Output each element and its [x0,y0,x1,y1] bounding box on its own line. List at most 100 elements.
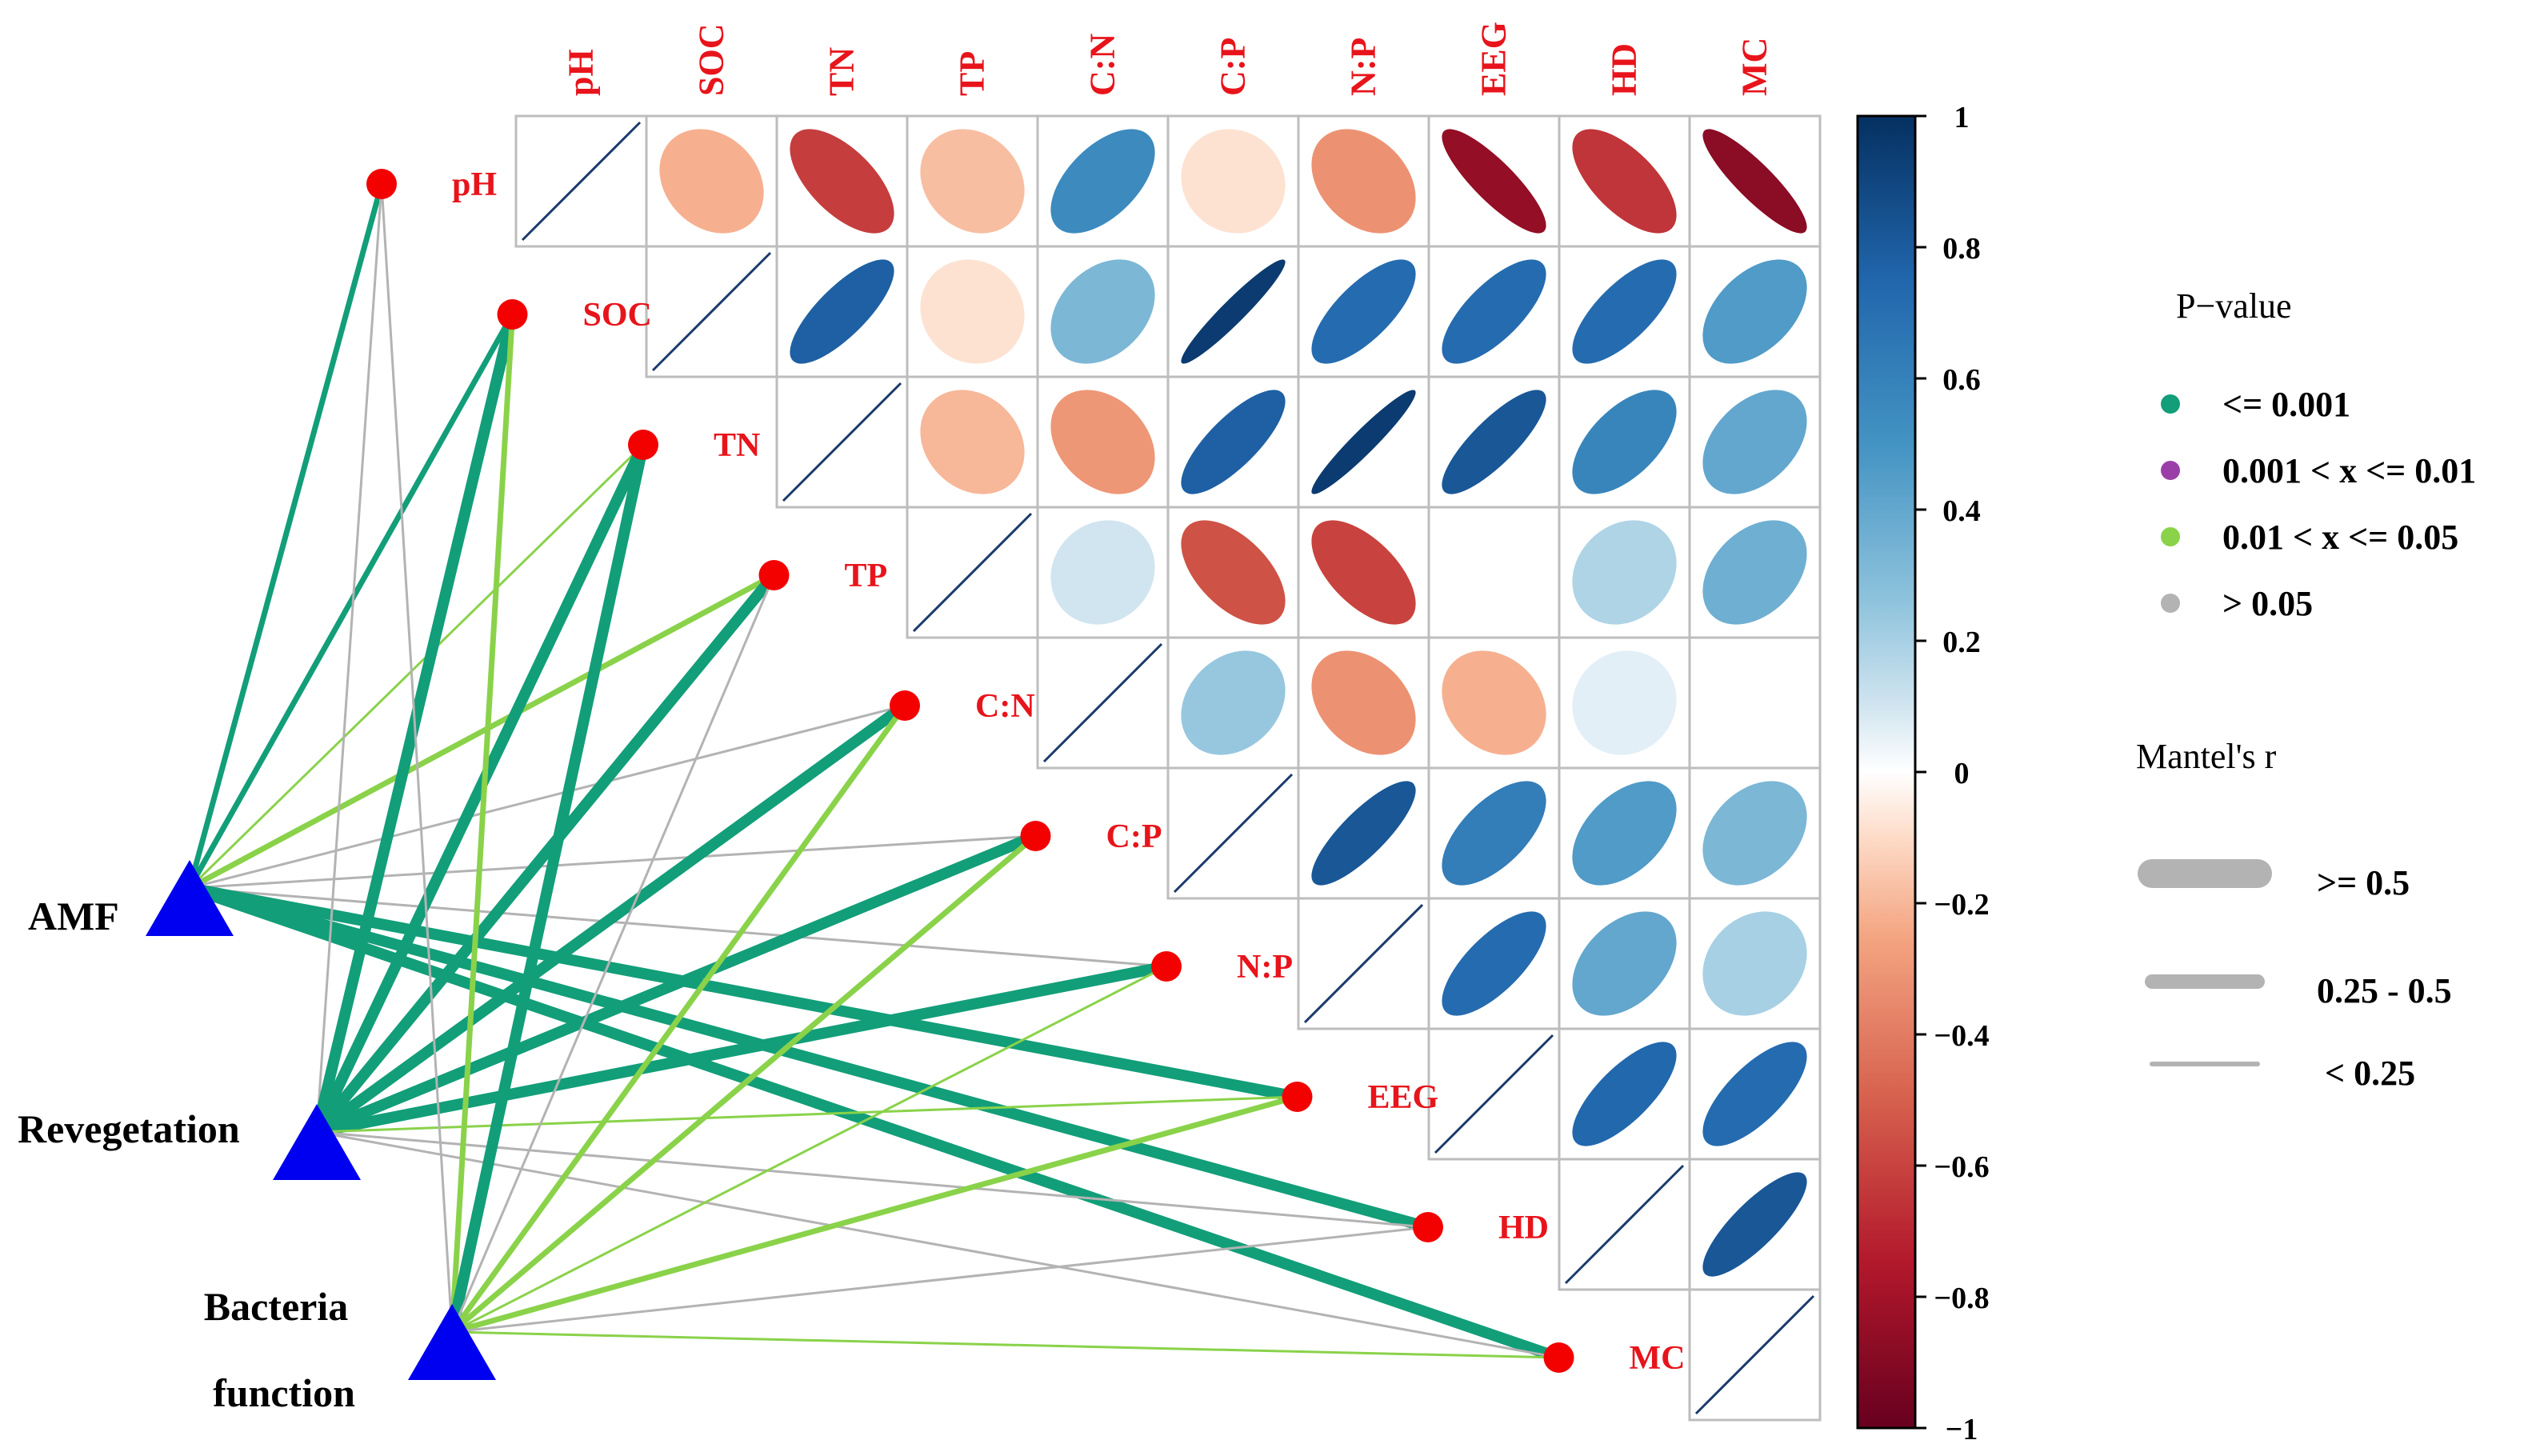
variable-node-n-p [1151,951,1182,982]
corr-ellipse-hd-mc [1702,1172,1807,1277]
mantel-link-bacteria-function-tp [450,574,775,1334]
corr-ellipse-tp-mc [1702,520,1807,625]
variable-node-tn [628,430,658,460]
legend-p-swatch-3 [2161,594,2180,613]
corr-ellipse-tn-hd [1572,390,1677,494]
diagonal-line-c-n [1042,642,1163,763]
corr-ellipse-c-n-n-p [1311,650,1416,755]
diagonal-line-eeg [1434,1034,1554,1154]
variable-node-hd [1413,1212,1443,1242]
colorbar-tick-label: −1 [1946,1413,1978,1446]
mantel-link-amf-ph [186,181,385,891]
corr-ellipse-tp-n-p [1311,520,1416,625]
row-label-tn: TN [714,427,760,464]
corr-ellipse-ph-hd [1572,129,1677,234]
mantel-link-revegetation-eeg [315,1095,1298,1134]
corr-ellipse-c-p-hd [1572,781,1677,886]
mantel-link-bacteria-function-hd [450,1226,1430,1334]
group-node-revegetation [273,1104,361,1180]
legend-r-label-0: >= 0.5 [2317,863,2410,902]
column-label-soc: SOC [692,24,731,96]
row-label-n-p: N:P [1237,949,1293,986]
mantel-link-revegetation-n-p [311,961,1172,1138]
corr-ellipse-ph-mc [1702,129,1807,234]
mantel-link-revegetation-c-n [311,700,910,1138]
corr-ellipse-tn-n-p [1311,390,1416,494]
column-label-hd: HD [1605,43,1644,96]
diagonal-line-tp [912,512,1033,633]
colorbar-gradient [1856,114,1917,1430]
corr-ellipse-tn-c-p [1181,390,1286,494]
row-label-tp: TP [845,558,888,594]
colorbar-tick-label: 0.4 [1942,494,1981,528]
column-label-eeg: EEG [1474,22,1514,96]
column-labels: pH SOC TN TP C:N C:P N:P EEG HD MC [562,22,1774,96]
group-label-revegetation: Revegetation [18,1106,240,1151]
column-label-c-p: C:P [1214,38,1253,96]
corr-ellipse-tn-eeg [1442,390,1546,494]
mantel-link-bacteria-function-c-n [449,702,908,1335]
corr-ellipse-soc-eeg [1442,259,1546,364]
corr-ellipse-ph-soc [659,129,764,234]
corr-ellipse-soc-n-p [1311,259,1416,364]
mantel-link-revegetation-mc [315,1130,1560,1359]
corr-ellipse-tn-mc [1702,390,1807,494]
corr-ellipse-c-n-c-p [1181,650,1286,755]
corr-ellipse-ph-tp [920,129,1025,234]
colorbar-tick-label: −0.6 [1934,1150,1989,1184]
variable-node-soc [497,299,528,330]
corr-ellipse-c-n-mc [1702,650,1807,755]
corr-ellipse-tn-c-n [1050,390,1155,494]
corr-ellipse-ph-tn [790,129,894,234]
corr-ellipse-n-p-hd [1572,911,1677,1016]
corr-ellipse-c-p-n-p [1311,781,1416,886]
row-label-soc: SOC [583,297,652,334]
legend-p-label-1: 0.001 < x <= 0.01 [2222,451,2476,490]
corr-ellipse-c-p-mc [1702,781,1807,886]
column-label-ph: pH [562,49,601,96]
diagonal-line-c-p [1173,773,1294,894]
variable-nodes: pH SOC TN TP C:N C:P N:P EEG HD MC [366,166,1685,1377]
mantel-link-bacteria-function-n-p [450,965,1168,1334]
row-label-eeg: EEG [1368,1079,1439,1116]
corr-ellipse-ph-eeg [1442,129,1546,234]
column-label-c-n: C:N [1083,34,1122,96]
mantel-link-bacteria-function-c-p [449,833,1038,1335]
corr-ellipse-tp-hd [1572,520,1677,625]
row-label-mc: MC [1630,1340,1686,1377]
column-label-n-p: N:P [1344,38,1383,96]
mantel-link-amf-mc [184,882,1565,1363]
row-label-hd: HD [1498,1210,1549,1246]
corr-ellipse-soc-tn [790,259,894,364]
corr-ellipse-soc-c-n [1050,259,1155,364]
mantel-links [184,181,1565,1363]
variable-node-eeg [1282,1082,1313,1112]
row-label-c-n: C:N [975,688,1035,725]
mantel-link-revegetation-ph [315,182,383,1134]
mantel-link-revegetation-hd [315,1130,1430,1229]
row-label-ph: pH [452,166,497,203]
legend-r-label-1: 0.25 - 0.5 [2317,971,2452,1010]
corr-ellipse-ph-c-p [1181,129,1286,234]
column-label-mc: MC [1735,38,1774,96]
mantel-link-revegetation-tn [311,439,649,1138]
variable-node-tp [758,560,790,590]
legend-p-label-0: <= 0.001 [2222,385,2350,424]
variable-node-c-p [1020,821,1051,851]
group-label-amf: AMF [28,894,119,938]
colorbar-tick-label: 0.8 [1942,232,1981,266]
mantel-link-revegetation-tp [311,570,780,1138]
corr-ellipse-eeg-mc [1702,1042,1807,1146]
legend-r-label-2: < 0.25 [2325,1054,2415,1093]
corr-ellipse-ph-c-n [1050,129,1155,234]
mantel-link-amf-hd [184,882,1434,1233]
variable-node-ph [366,169,397,199]
column-label-tp: TP [953,51,992,96]
variable-node-c-n [890,690,920,721]
group-label-bacteria-function: Bacteria function [204,1284,355,1415]
mantel-link-bacteria-function-tn [446,439,649,1338]
colorbar-tick-label: −0.2 [1934,888,1989,922]
corr-ellipse-soc-hd [1572,259,1677,364]
mantel-link-bacteria-function-ph [380,182,454,1334]
legend-p-label-3: > 0.05 [2222,584,2313,623]
